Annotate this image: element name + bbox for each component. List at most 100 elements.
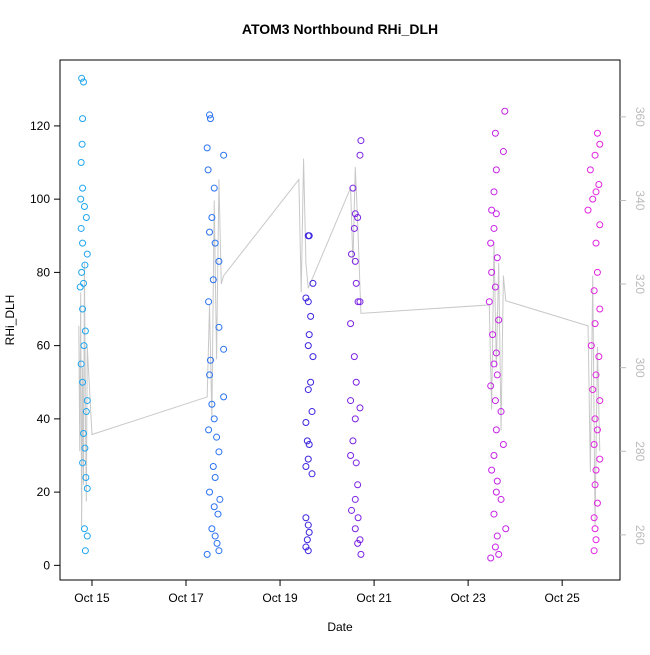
y2-tick-label: 360 bbox=[633, 107, 647, 127]
point bbox=[206, 488, 214, 496]
point bbox=[305, 331, 313, 339]
chart-title: ATOM3 Northbound RHi_DLH bbox=[242, 21, 438, 37]
point bbox=[596, 140, 604, 148]
point bbox=[499, 148, 507, 156]
point bbox=[302, 294, 310, 302]
point bbox=[351, 525, 359, 533]
y2-tick-label: 300 bbox=[633, 358, 647, 378]
point bbox=[354, 539, 362, 547]
point bbox=[356, 151, 364, 159]
y-tick-label: 100 bbox=[30, 192, 50, 206]
point bbox=[205, 298, 213, 306]
point bbox=[208, 213, 216, 221]
point bbox=[79, 115, 87, 123]
point bbox=[487, 239, 495, 247]
point bbox=[309, 353, 317, 361]
point bbox=[488, 268, 496, 276]
point bbox=[211, 239, 219, 247]
point bbox=[348, 506, 356, 514]
point bbox=[303, 536, 311, 544]
point bbox=[349, 184, 357, 192]
point bbox=[351, 210, 359, 218]
point bbox=[356, 536, 364, 544]
x-tick-label: Oct 25 bbox=[544, 591, 580, 605]
point bbox=[357, 550, 365, 558]
point bbox=[80, 430, 88, 438]
point bbox=[354, 213, 362, 221]
point bbox=[589, 386, 597, 394]
point bbox=[590, 287, 598, 295]
point bbox=[485, 298, 493, 306]
point bbox=[592, 536, 600, 544]
point bbox=[491, 543, 499, 551]
point bbox=[303, 437, 311, 445]
point bbox=[304, 455, 312, 463]
y-tick-label: 0 bbox=[43, 558, 50, 572]
point bbox=[81, 327, 89, 335]
y-tick-label: 120 bbox=[30, 119, 50, 133]
point bbox=[302, 514, 310, 522]
point bbox=[205, 426, 213, 434]
point bbox=[349, 437, 357, 445]
point bbox=[211, 473, 219, 481]
point bbox=[216, 495, 224, 503]
point bbox=[352, 378, 360, 386]
point bbox=[592, 371, 600, 379]
point bbox=[210, 415, 218, 423]
point bbox=[215, 257, 223, 265]
point bbox=[304, 547, 312, 555]
point bbox=[587, 342, 595, 350]
point bbox=[495, 550, 503, 558]
point bbox=[354, 481, 362, 489]
point bbox=[350, 353, 358, 361]
point bbox=[487, 382, 495, 390]
point bbox=[305, 528, 313, 536]
point bbox=[309, 279, 317, 287]
point bbox=[493, 371, 501, 379]
point bbox=[347, 451, 355, 459]
point bbox=[213, 433, 221, 441]
point bbox=[356, 298, 364, 306]
point bbox=[302, 462, 310, 470]
y2-tick-label: 280 bbox=[633, 441, 647, 461]
point bbox=[590, 547, 598, 555]
point bbox=[304, 521, 312, 529]
point bbox=[499, 441, 507, 449]
point bbox=[79, 305, 87, 313]
point bbox=[211, 532, 219, 540]
point bbox=[490, 188, 498, 196]
point bbox=[307, 312, 315, 320]
point bbox=[595, 353, 603, 361]
line bbox=[78, 158, 601, 527]
point bbox=[220, 393, 228, 401]
point bbox=[596, 305, 604, 313]
point bbox=[593, 129, 601, 137]
point bbox=[206, 115, 214, 123]
point bbox=[590, 514, 598, 522]
point bbox=[586, 166, 594, 174]
point bbox=[492, 488, 500, 496]
point bbox=[495, 316, 503, 324]
x-tick-label: Oct 17 bbox=[168, 591, 204, 605]
point bbox=[81, 261, 89, 269]
point bbox=[354, 298, 362, 306]
point bbox=[209, 276, 217, 284]
point bbox=[591, 415, 599, 423]
point bbox=[304, 386, 312, 394]
point bbox=[595, 181, 603, 189]
point bbox=[206, 371, 214, 379]
point bbox=[308, 470, 316, 478]
point bbox=[492, 210, 500, 218]
point bbox=[589, 195, 597, 203]
point bbox=[497, 408, 505, 416]
point bbox=[76, 283, 84, 291]
point bbox=[210, 184, 218, 192]
point bbox=[302, 419, 310, 427]
point bbox=[203, 144, 211, 152]
y2-tick-label: 320 bbox=[633, 274, 647, 294]
point bbox=[215, 547, 223, 555]
point bbox=[356, 404, 364, 412]
point bbox=[82, 473, 90, 481]
